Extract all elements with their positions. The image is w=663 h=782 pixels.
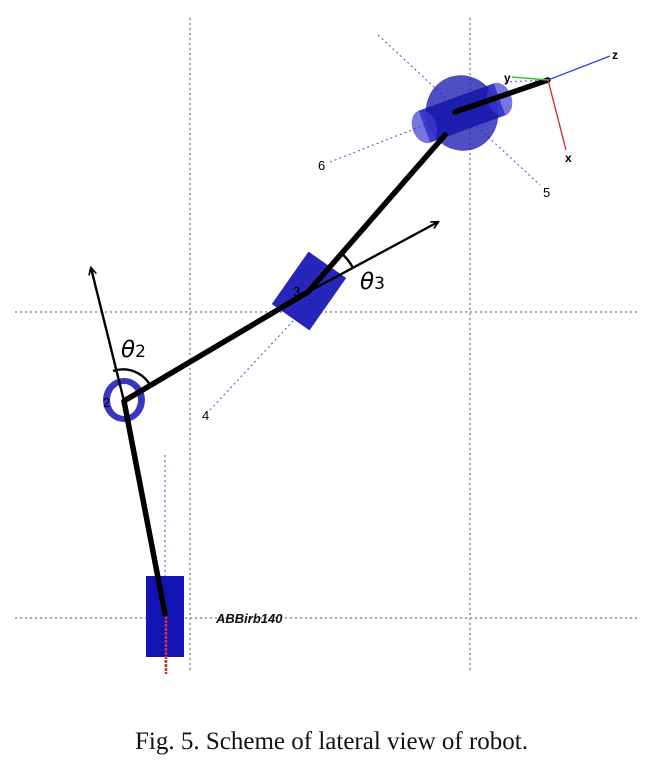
joint-2-label: 2 — [103, 395, 110, 410]
tool-frame-axes — [511, 55, 611, 151]
theta3-arc — [340, 252, 355, 269]
tool-y-axis — [511, 76, 549, 81]
robot-scheme-diagram: θ2 θ3 2 3 4 5 6 z y x ABBirb140 — [15, 18, 638, 674]
theta2-subscript: 2 — [135, 342, 146, 362]
robot-base — [146, 576, 184, 674]
joint-3-label: 3 — [293, 284, 300, 299]
grid-lines — [15, 18, 638, 672]
link-joint2-to-joint3 — [121, 289, 311, 404]
joint6-axis-line — [329, 114, 451, 163]
theta3-symbol: θ — [360, 269, 374, 295]
theta2-arc — [112, 368, 152, 386]
joint-5-label: 5 — [543, 185, 550, 200]
tool-x-axis-label: x — [565, 151, 572, 165]
tool-y-axis-label: y — [504, 71, 511, 85]
robot-model-label: ABBirb140 — [215, 611, 283, 626]
joint-6-label: 6 — [318, 158, 325, 173]
joint-4-label: 4 — [202, 408, 209, 423]
figure-caption: Fig. 5. Scheme of lateral view of robot. — [135, 728, 528, 755]
tool-z-axis-label: z — [612, 48, 618, 62]
link-joint3-to-wrist — [305, 132, 448, 295]
diagram-labels: θ2 θ3 2 3 4 5 6 z y x ABBirb140 — [103, 48, 618, 626]
wrist-cylinder-body — [418, 83, 506, 143]
theta2-reference-arrow — [91, 268, 126, 402]
theta2-symbol: θ — [121, 337, 135, 363]
theta2-label: θ2 — [121, 337, 146, 363]
joint4-axis-line — [209, 291, 321, 411]
robot-links — [121, 77, 551, 617]
wrist-cylinder-cap-left — [411, 110, 438, 144]
theta3-subscript: 3 — [374, 274, 385, 294]
tool-x-axis — [547, 79, 567, 151]
link-base-to-joint2 — [121, 398, 168, 617]
link-wrist-to-flange — [452, 77, 551, 115]
theta3-reference-arrow — [307, 222, 438, 294]
theta3-label: θ3 — [360, 269, 385, 295]
tool-z-axis — [547, 55, 611, 81]
angle-arrows — [91, 222, 438, 402]
